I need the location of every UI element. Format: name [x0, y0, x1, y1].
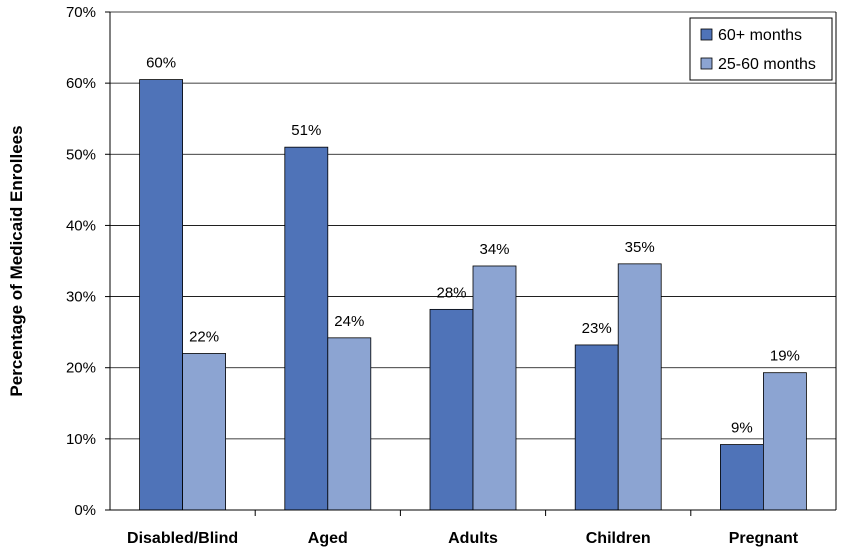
data-label: 35% [625, 239, 655, 256]
legend-box [689, 17, 833, 81]
bar [472, 265, 517, 511]
legend-label-25-60: 25-60 months [718, 56, 816, 73]
y-tick-label: 30% [66, 289, 96, 306]
bar [763, 372, 807, 511]
legend: 60+ months 25-60 months [689, 17, 833, 81]
data-label: 28% [436, 284, 466, 301]
data-label: 34% [479, 241, 509, 258]
data-label: 23% [582, 320, 612, 337]
bar [284, 146, 329, 511]
bar [182, 353, 227, 511]
category-labels: Disabled/Blind Aged Adults Children Pregnant [127, 510, 799, 547]
axes [109, 12, 837, 511]
data-label: 19% [770, 348, 800, 365]
y-axis-title: Percentage of Medicaid Enrollees [7, 125, 26, 396]
y-tick-label: 40% [66, 217, 96, 234]
data-label: 9% [731, 420, 753, 437]
bar [139, 79, 184, 511]
y-tick-label: 60% [66, 75, 96, 92]
category-label: Aged [308, 530, 348, 547]
bar [327, 337, 372, 511]
y-tick-label: 50% [66, 146, 96, 163]
legend-swatch-60-plus [700, 28, 713, 41]
category-label: Pregnant [729, 530, 799, 547]
legend-label-60-plus: 60+ months [718, 27, 802, 44]
y-tick-labels: 0% 10% 20% 30% 40% 50% 60% 70% [66, 4, 96, 519]
bar [617, 263, 662, 511]
category-label: Children [586, 530, 651, 547]
data-label: 24% [334, 313, 364, 330]
bar [720, 444, 764, 511]
bar [574, 344, 619, 511]
category-label: Adults [448, 530, 498, 547]
y-tick-label: 70% [66, 4, 96, 21]
data-label: 22% [189, 328, 219, 345]
bars [139, 79, 807, 511]
y-tick-label: 20% [66, 360, 96, 377]
legend-swatch-25-60 [700, 57, 713, 70]
category-label: Disabled/Blind [127, 530, 238, 547]
data-label: 60% [146, 55, 176, 72]
data-label: 51% [291, 122, 321, 139]
y-tick-label: 10% [66, 431, 96, 448]
data-labels: 60% 22% 51% 24% 28% 34% 23% 35% 9% 19% [146, 55, 800, 437]
bar [429, 308, 474, 511]
y-tick-label: 0% [74, 502, 96, 519]
